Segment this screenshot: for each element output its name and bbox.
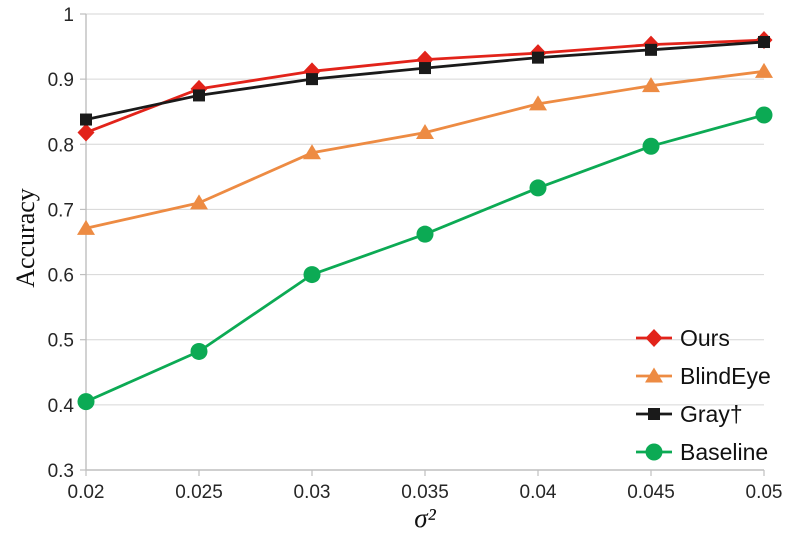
series-marker-baseline xyxy=(77,393,95,411)
series-marker-baseline xyxy=(642,137,660,155)
legend-label-baseline: Baseline xyxy=(680,439,768,465)
series-marker-blindeye xyxy=(77,219,95,235)
x-axis-label: σ² xyxy=(414,503,436,533)
x-tick-label: 0.035 xyxy=(401,482,449,503)
x-tick-label: 0.045 xyxy=(627,482,675,503)
series-marker-gray xyxy=(645,43,657,56)
y-tick-label: 0.9 xyxy=(48,70,74,91)
legend-marker-gray xyxy=(648,408,660,420)
series-marker-gray xyxy=(80,113,92,126)
legend-marker-blindeye xyxy=(645,367,663,383)
series-marker-gray xyxy=(306,73,318,86)
y-tick-label: 1 xyxy=(63,5,74,26)
series-marker-ours xyxy=(77,123,95,142)
y-tick-label: 0.7 xyxy=(48,200,74,221)
legend-label-gray: Gray† xyxy=(680,401,743,427)
series-marker-gray xyxy=(532,51,544,64)
series-marker-gray xyxy=(193,89,205,102)
series-marker-blindeye xyxy=(303,144,321,160)
series-marker-blindeye xyxy=(529,95,547,111)
series-marker-baseline xyxy=(416,225,434,243)
legend-marker-ours xyxy=(645,329,663,347)
y-tick-label: 0.3 xyxy=(48,461,74,482)
x-tick-label: 0.02 xyxy=(68,482,105,503)
y-axis-label: Accuracy xyxy=(11,188,40,288)
series-marker-blindeye xyxy=(190,194,208,210)
legend-marker-baseline xyxy=(645,443,663,461)
legend-label-blindeye: BlindEye xyxy=(680,363,771,389)
x-tick-label: 0.03 xyxy=(294,482,331,503)
series-marker-gray xyxy=(419,62,431,75)
x-tick-label: 0.025 xyxy=(175,482,223,503)
y-tick-label: 0.5 xyxy=(48,331,74,352)
series-marker-baseline xyxy=(529,179,547,197)
y-tick-label: 0.8 xyxy=(48,135,74,156)
x-tick-label: 0.05 xyxy=(746,482,783,503)
series-line-blindeye xyxy=(85,69,765,230)
x-tick-label: 0.04 xyxy=(520,482,557,503)
series-marker-blindeye xyxy=(755,62,773,78)
y-tick-label: 0.4 xyxy=(48,396,75,417)
series-marker-baseline xyxy=(755,106,773,124)
series-marker-baseline xyxy=(303,266,321,284)
series-marker-gray xyxy=(758,36,770,49)
series-marker-baseline xyxy=(190,342,208,360)
y-tick-label: 0.6 xyxy=(48,266,74,287)
series-marker-blindeye xyxy=(642,77,660,93)
series-line-baseline xyxy=(85,113,765,403)
legend-label-ours: Ours xyxy=(680,325,730,351)
series-marker-blindeye xyxy=(416,124,434,140)
